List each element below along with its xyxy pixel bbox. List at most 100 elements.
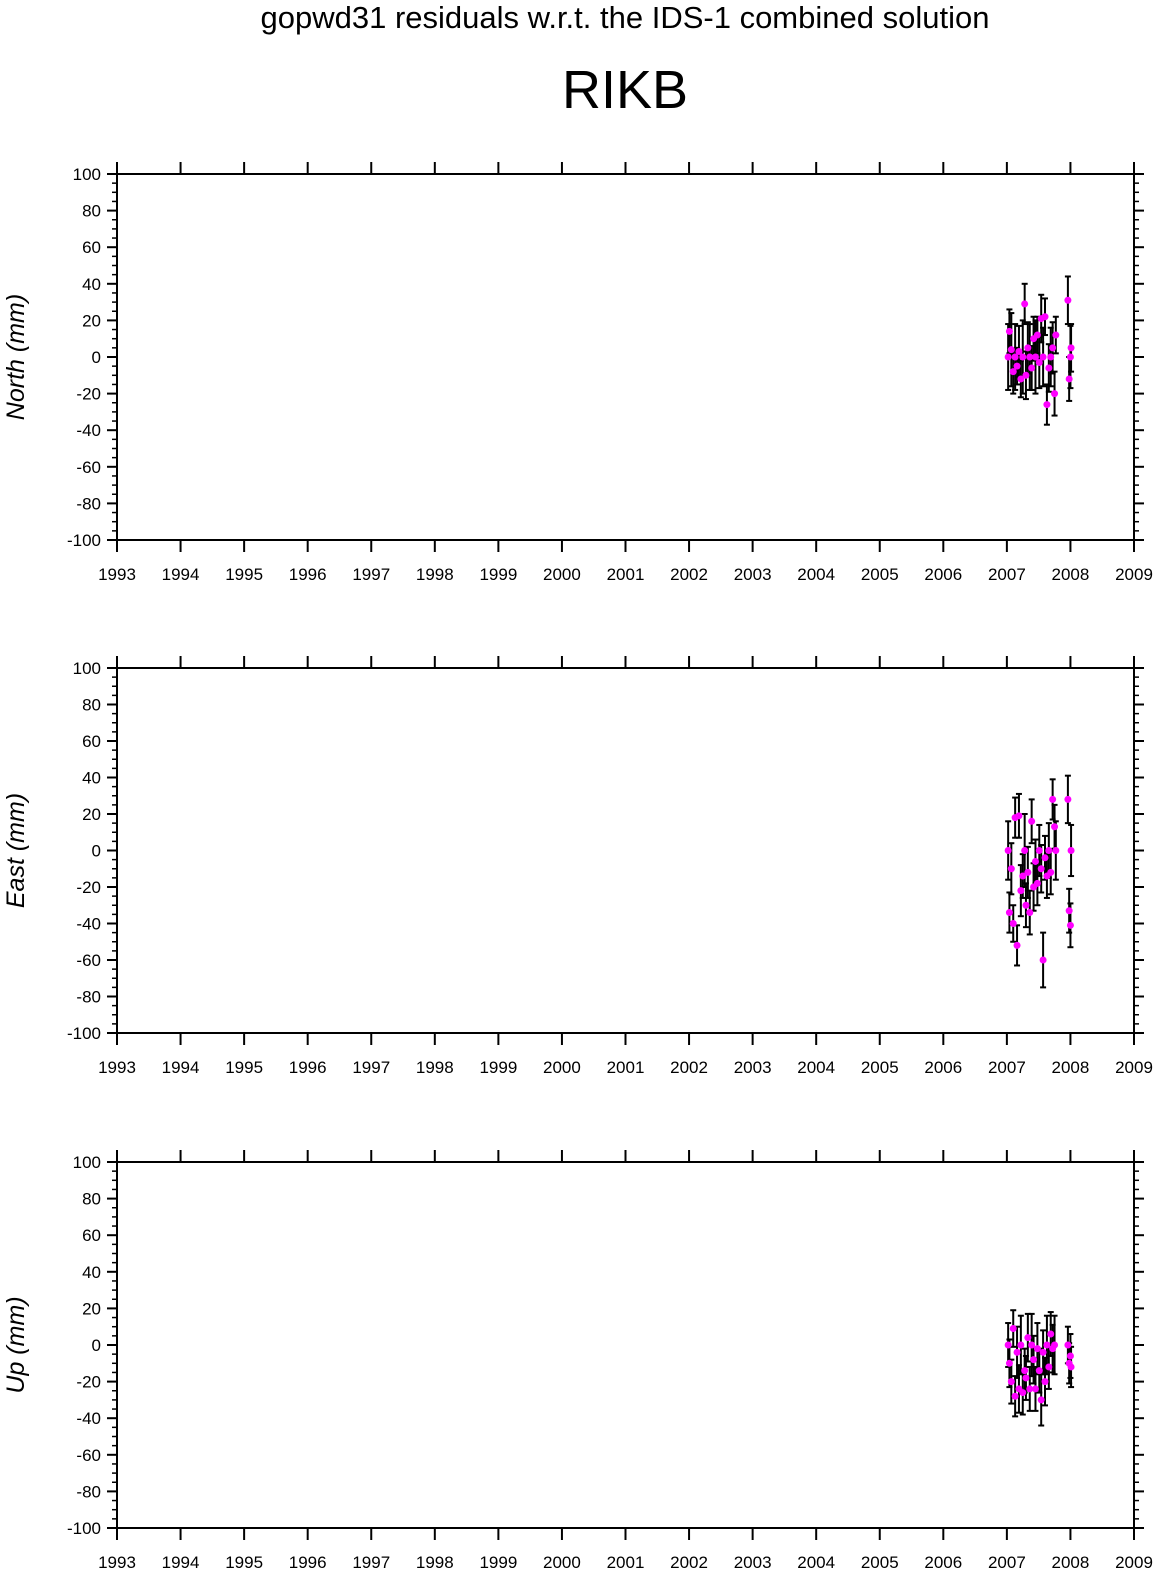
y-tick-label: 100 bbox=[73, 165, 101, 184]
x-tick-label: 2000 bbox=[543, 1553, 581, 1572]
y-tick-label: 60 bbox=[82, 732, 101, 751]
data-point bbox=[1007, 346, 1015, 354]
data-point bbox=[1041, 1378, 1049, 1386]
y-tick-label: 40 bbox=[82, 275, 101, 294]
data-point bbox=[1024, 868, 1032, 876]
data-point bbox=[1047, 353, 1055, 361]
data-point bbox=[1039, 1348, 1047, 1356]
data-point bbox=[1047, 868, 1055, 876]
data-point bbox=[1045, 847, 1053, 854]
x-tick-label: 2005 bbox=[861, 1553, 899, 1572]
x-tick-label: 1999 bbox=[479, 565, 517, 584]
data-series bbox=[1004, 774, 1075, 989]
data-point bbox=[1019, 1389, 1027, 1397]
x-tick-label: 1996 bbox=[289, 565, 327, 584]
x-tick-label: 2007 bbox=[988, 565, 1026, 584]
data-point bbox=[1019, 872, 1027, 880]
data-series bbox=[1004, 1309, 1075, 1427]
data-point bbox=[1030, 1356, 1038, 1364]
x-tick-label: 2004 bbox=[797, 1058, 835, 1077]
x-tick-label: 1997 bbox=[352, 1058, 390, 1077]
x-tick-label: 1998 bbox=[416, 1553, 454, 1572]
data-point bbox=[1039, 353, 1047, 361]
data-point bbox=[1009, 1325, 1017, 1333]
data-point bbox=[1013, 1348, 1021, 1356]
x-tick-label: 1994 bbox=[162, 565, 200, 584]
y-tick-label: -100 bbox=[67, 1024, 101, 1043]
data-point bbox=[1026, 1385, 1034, 1393]
x-tick-label: 2004 bbox=[797, 565, 835, 584]
x-tick-label: 2004 bbox=[797, 1553, 835, 1572]
x-tick-label: 1996 bbox=[289, 1058, 327, 1077]
data-point bbox=[1011, 1392, 1019, 1400]
data-series bbox=[1004, 275, 1075, 426]
x-tick-label: 1993 bbox=[98, 565, 136, 584]
x-tick-label: 2007 bbox=[988, 1553, 1026, 1572]
data-point bbox=[1013, 941, 1021, 949]
data-point bbox=[1021, 1367, 1029, 1375]
y-tick-label: -60 bbox=[76, 1446, 101, 1465]
data-point bbox=[1017, 1341, 1025, 1349]
station-title: RIKB bbox=[562, 60, 688, 120]
x-tick-label: 2009 bbox=[1115, 565, 1153, 584]
data-point bbox=[1028, 817, 1036, 825]
data-point bbox=[1015, 348, 1023, 356]
data-point bbox=[1026, 909, 1034, 917]
y-tick-label: 60 bbox=[82, 238, 101, 257]
y-tick-label: -20 bbox=[76, 385, 101, 404]
data-point bbox=[1031, 857, 1039, 865]
data-point bbox=[1051, 1341, 1059, 1349]
x-tick-label: 2002 bbox=[670, 1058, 708, 1077]
y-tick-label: 0 bbox=[92, 348, 101, 367]
data-point bbox=[1049, 344, 1057, 352]
data-point bbox=[1066, 921, 1074, 929]
y-tick-label: 100 bbox=[73, 1153, 101, 1172]
data-point bbox=[1035, 847, 1043, 854]
x-tick-label: 2006 bbox=[924, 565, 962, 584]
y-tick-label: 20 bbox=[82, 1299, 101, 1318]
x-tick-label: 1995 bbox=[225, 565, 263, 584]
data-point bbox=[1064, 296, 1072, 304]
data-point bbox=[1013, 362, 1021, 370]
x-tick-label: 1999 bbox=[479, 1553, 517, 1572]
data-point bbox=[1005, 1359, 1013, 1367]
x-tick-label: 1997 bbox=[352, 1553, 390, 1572]
data-point bbox=[1004, 1341, 1012, 1349]
y-tick-label: -60 bbox=[76, 951, 101, 970]
y-tick-label: -80 bbox=[76, 494, 101, 513]
data-point bbox=[1022, 1374, 1030, 1382]
data-point bbox=[1052, 331, 1060, 339]
x-tick-label: 2007 bbox=[988, 1058, 1026, 1077]
x-tick-label: 2003 bbox=[734, 1058, 772, 1077]
data-point bbox=[1031, 353, 1039, 361]
y-tick-label: -100 bbox=[67, 1519, 101, 1538]
data-point bbox=[1005, 909, 1013, 917]
data-point bbox=[1045, 364, 1053, 372]
data-point bbox=[1022, 371, 1030, 379]
y-tick-label: 60 bbox=[82, 1226, 101, 1245]
data-point bbox=[1067, 847, 1075, 854]
x-tick-label: 1998 bbox=[416, 1058, 454, 1077]
data-point bbox=[1065, 907, 1073, 915]
y-tick-label: 80 bbox=[82, 202, 101, 221]
data-point bbox=[1005, 327, 1013, 335]
y-tick-label: -20 bbox=[76, 878, 101, 897]
data-point bbox=[1041, 313, 1049, 321]
y-tick-label: -80 bbox=[76, 988, 101, 1007]
x-tick-label: 2001 bbox=[607, 1058, 645, 1077]
x-tick-label: 2005 bbox=[861, 565, 899, 584]
x-tick-label: 1994 bbox=[162, 1553, 200, 1572]
page-title: gopwd31 residuals w.r.t. the IDS-1 combi… bbox=[261, 0, 990, 35]
data-point bbox=[1015, 812, 1023, 820]
x-tick-label: 1998 bbox=[416, 565, 454, 584]
data-point bbox=[1035, 1367, 1043, 1375]
x-tick-label: 2005 bbox=[861, 1058, 899, 1077]
data-point bbox=[1049, 795, 1057, 803]
x-tick-label: 2009 bbox=[1115, 1553, 1153, 1572]
data-point bbox=[1045, 1363, 1053, 1371]
x-tick-label: 2008 bbox=[1052, 565, 1090, 584]
data-point bbox=[1028, 1341, 1036, 1349]
data-point bbox=[1043, 401, 1051, 409]
x-tick-label: 1993 bbox=[98, 1058, 136, 1077]
x-tick-label: 2000 bbox=[543, 1058, 581, 1077]
